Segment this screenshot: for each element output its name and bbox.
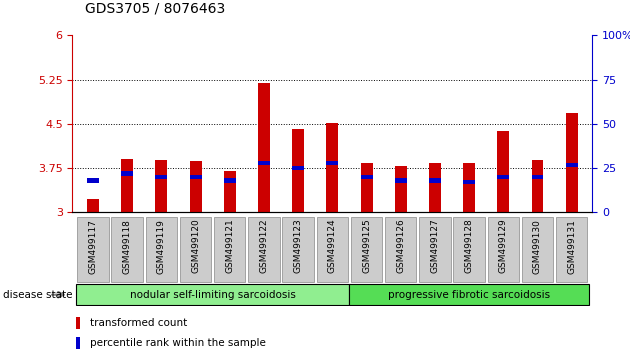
Bar <box>156 175 168 179</box>
Bar <box>258 161 270 165</box>
FancyBboxPatch shape <box>112 217 143 282</box>
Bar <box>532 160 544 212</box>
Bar <box>463 180 475 184</box>
Text: GSM499118: GSM499118 <box>123 219 132 274</box>
Bar <box>497 175 509 179</box>
Bar <box>360 175 372 179</box>
FancyBboxPatch shape <box>350 284 589 305</box>
Text: GDS3705 / 8076463: GDS3705 / 8076463 <box>85 2 226 16</box>
FancyBboxPatch shape <box>76 284 350 305</box>
Text: GSM499128: GSM499128 <box>464 219 474 273</box>
Text: GSM499121: GSM499121 <box>226 219 234 273</box>
FancyBboxPatch shape <box>454 217 485 282</box>
Text: GSM499120: GSM499120 <box>191 219 200 273</box>
Bar <box>463 163 475 212</box>
FancyBboxPatch shape <box>214 217 246 282</box>
Bar <box>121 171 133 176</box>
Bar <box>566 113 578 212</box>
Text: GSM499126: GSM499126 <box>396 219 405 273</box>
FancyBboxPatch shape <box>282 217 314 282</box>
FancyBboxPatch shape <box>180 217 211 282</box>
Text: GSM499127: GSM499127 <box>430 219 439 273</box>
Text: GSM499130: GSM499130 <box>533 219 542 274</box>
Bar <box>87 199 99 212</box>
Bar <box>258 82 270 212</box>
Bar <box>429 163 441 212</box>
Bar <box>292 166 304 170</box>
FancyBboxPatch shape <box>385 217 416 282</box>
Text: GSM499119: GSM499119 <box>157 219 166 274</box>
FancyBboxPatch shape <box>248 217 280 282</box>
Bar <box>76 337 81 349</box>
Bar <box>224 171 236 212</box>
Bar <box>566 162 578 167</box>
Bar <box>190 161 202 212</box>
Text: transformed count: transformed count <box>89 318 187 329</box>
Bar <box>429 178 441 183</box>
Text: GSM499122: GSM499122 <box>260 219 268 273</box>
Text: GSM499129: GSM499129 <box>499 219 508 273</box>
Bar <box>497 131 509 212</box>
FancyBboxPatch shape <box>77 217 109 282</box>
Text: GSM499125: GSM499125 <box>362 219 371 273</box>
FancyBboxPatch shape <box>556 217 587 282</box>
Text: disease state: disease state <box>3 290 72 300</box>
Bar <box>156 160 168 212</box>
Text: percentile rank within the sample: percentile rank within the sample <box>89 338 265 348</box>
FancyBboxPatch shape <box>146 217 177 282</box>
Bar <box>395 166 407 212</box>
Bar <box>360 163 372 212</box>
Text: GSM499131: GSM499131 <box>567 219 576 274</box>
Bar <box>76 318 81 329</box>
Bar <box>121 159 133 212</box>
Bar <box>395 178 407 183</box>
Text: GSM499117: GSM499117 <box>88 219 98 274</box>
Text: GSM499124: GSM499124 <box>328 219 337 273</box>
Bar <box>292 129 304 212</box>
Bar <box>326 161 338 165</box>
Bar <box>87 178 99 183</box>
FancyBboxPatch shape <box>522 217 553 282</box>
FancyBboxPatch shape <box>488 217 519 282</box>
Text: progressive fibrotic sarcoidosis: progressive fibrotic sarcoidosis <box>388 290 550 300</box>
Text: GSM499123: GSM499123 <box>294 219 302 273</box>
Text: nodular self-limiting sarcoidosis: nodular self-limiting sarcoidosis <box>130 290 295 300</box>
FancyBboxPatch shape <box>419 217 450 282</box>
FancyBboxPatch shape <box>351 217 382 282</box>
Bar <box>190 175 202 179</box>
Bar <box>224 178 236 183</box>
Bar <box>532 175 544 179</box>
Bar <box>326 123 338 212</box>
FancyBboxPatch shape <box>317 217 348 282</box>
